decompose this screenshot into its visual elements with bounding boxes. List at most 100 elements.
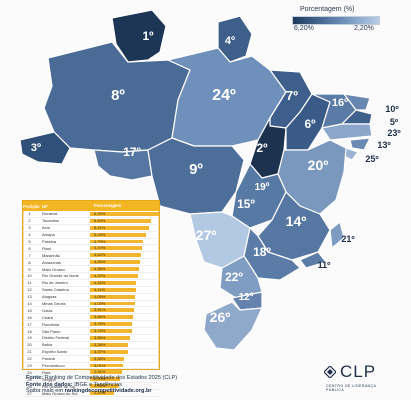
row-percentage: 4,45% — [94, 259, 106, 265]
state-rr[interactable] — [111, 9, 167, 63]
clp-logo: CLP CENTRO DE LIDERANÇA PÚBLICA — [324, 362, 394, 392]
rank-label-df: 19º — [255, 182, 270, 193]
row-position: 5 — [28, 239, 31, 244]
row-bar — [90, 349, 128, 354]
row-percentage-cell: 3,08% — [90, 356, 159, 362]
rank-label-pe: 23º — [387, 128, 401, 138]
row-percentage: 3,08% — [94, 355, 106, 361]
row-percentage: 4,03% — [94, 300, 106, 306]
row-percentage-cell: 2,59% — [90, 383, 159, 389]
state-ac[interactable] — [19, 131, 71, 165]
table-row: 18 São Paulo 3,74% — [23, 328, 159, 336]
rank-label-ms: 27º — [196, 227, 217, 243]
row-state: Paraná — [42, 356, 55, 362]
row-percentage-cell: 4,32% — [90, 273, 159, 279]
row-state: Rio Grande do Sul — [42, 383, 75, 389]
row-position: 8 — [28, 259, 31, 265]
state-al[interactable] — [349, 137, 371, 151]
row-bar — [90, 356, 125, 361]
table-row: 17 Rondônia 3,76% — [23, 321, 159, 329]
row-bar — [90, 253, 142, 258]
rank-label-al: 13º — [377, 140, 391, 150]
row-percentage-cell: 5,31% — [90, 225, 159, 231]
row-bar — [90, 246, 143, 251]
row-bar — [90, 322, 132, 327]
row-bar — [90, 370, 123, 375]
row-percentage: 5,03% — [94, 231, 106, 237]
state-sp[interactable] — [243, 227, 301, 281]
row-percentage: 4,32% — [94, 273, 106, 279]
state-pe[interactable] — [321, 123, 373, 141]
row-bar — [90, 363, 124, 368]
source-link[interactable]: rankingdecompetitividade.org.br — [64, 388, 152, 394]
table-row: 3 Acre 5,31% — [23, 225, 159, 232]
legend-color-scale — [292, 16, 380, 25]
row-percentage-cell: 4,45% — [90, 259, 159, 265]
legend-title: Porcentagem (%) — [300, 6, 355, 13]
row-bar — [90, 212, 159, 216]
table-row: 22 Paraná 3,08% — [23, 356, 159, 363]
row-percentage: 3,38% — [94, 341, 106, 347]
table-row: 5 Paraíba 4,79% — [23, 239, 159, 246]
table-row: 27 Mato Grosso do Sul 2,20% — [23, 390, 159, 398]
row-position: 3 — [28, 225, 31, 231]
state-rs[interactable] — [203, 301, 263, 351]
row-state: Minas Gerais — [42, 301, 66, 307]
row-percentage-cell: 3,01% — [90, 363, 159, 369]
table-row: 26 Rio Grande do Sul 2,59% — [23, 383, 159, 391]
row-bar — [90, 329, 132, 334]
rank-label-ro: 17º — [123, 145, 141, 159]
table-row: 6 Piauí 4,70% — [23, 245, 159, 253]
row-percentage: 4,70% — [94, 245, 106, 251]
row-percentage-cell: 4,70% — [90, 245, 159, 251]
row-state: Pernambuco — [42, 363, 65, 369]
rank-label-ac: 3º — [31, 142, 41, 154]
row-state: Piauí — [42, 245, 52, 251]
row-percentage: 4,16% — [94, 279, 106, 285]
table-row: 24 Pará 2,91% — [23, 369, 159, 377]
row-position: 17 — [27, 321, 32, 327]
row-percentage-cell: 4,79% — [90, 239, 159, 245]
table-row: 20 Bahia 3,38% — [23, 342, 159, 349]
row-position: 22 — [27, 356, 32, 362]
row-percentage: 5,31% — [94, 224, 106, 230]
legend-max-label: 2,20% — [354, 25, 374, 32]
row-position: 23 — [27, 363, 32, 369]
row-percentage-cell: 4,36% — [90, 266, 159, 272]
row-percentage-cell: 3,85% — [90, 314, 159, 320]
row-state: Espírito Santo — [42, 349, 68, 355]
row-bar — [90, 225, 150, 230]
row-percentage-cell: 4,62% — [90, 252, 159, 258]
row-percentage-cell: 3,38% — [90, 342, 159, 348]
row-percentage: 4,05% — [94, 293, 106, 299]
row-position: 16 — [27, 314, 32, 320]
rank-label-ba: 20º — [308, 157, 329, 173]
row-percentage-cell: 6,20% — [90, 211, 159, 217]
source-notes: Fonte: Ranking de Competitividade dos Es… — [26, 375, 177, 395]
state-es[interactable] — [329, 221, 345, 249]
row-bar — [90, 274, 139, 278]
row-percentage: 6,20% — [94, 211, 106, 216]
rank-label-go: 15º — [237, 197, 255, 211]
state-rj[interactable] — [299, 251, 327, 269]
rank-label-pi: 6º — [304, 117, 316, 131]
row-percentage: 4,62% — [94, 252, 106, 258]
row-bar — [90, 232, 146, 237]
table-row: 12 Santa Catarina 4,11% — [23, 287, 159, 294]
rank-label-ma: 7º — [286, 88, 298, 103]
row-state: Amazonas — [42, 259, 61, 265]
clp-mark-icon — [324, 366, 336, 378]
row-position: 14 — [27, 301, 32, 307]
state-ro[interactable] — [93, 149, 153, 181]
row-bar — [90, 267, 139, 272]
ranking-table: Posição UF Porcentagem 1 Roraima 6,20% 2 Toc… — [22, 200, 160, 398]
table-row: 25 Sergipe 2,70% — [23, 376, 159, 384]
row-state: Rondônia — [42, 321, 60, 327]
row-state: Roraima — [42, 211, 58, 217]
row-position: 26 — [27, 383, 32, 389]
row-state: Alagoas — [42, 294, 57, 300]
row-bar — [90, 308, 134, 313]
row-bar — [90, 301, 135, 306]
state-rn[interactable] — [343, 93, 371, 111]
